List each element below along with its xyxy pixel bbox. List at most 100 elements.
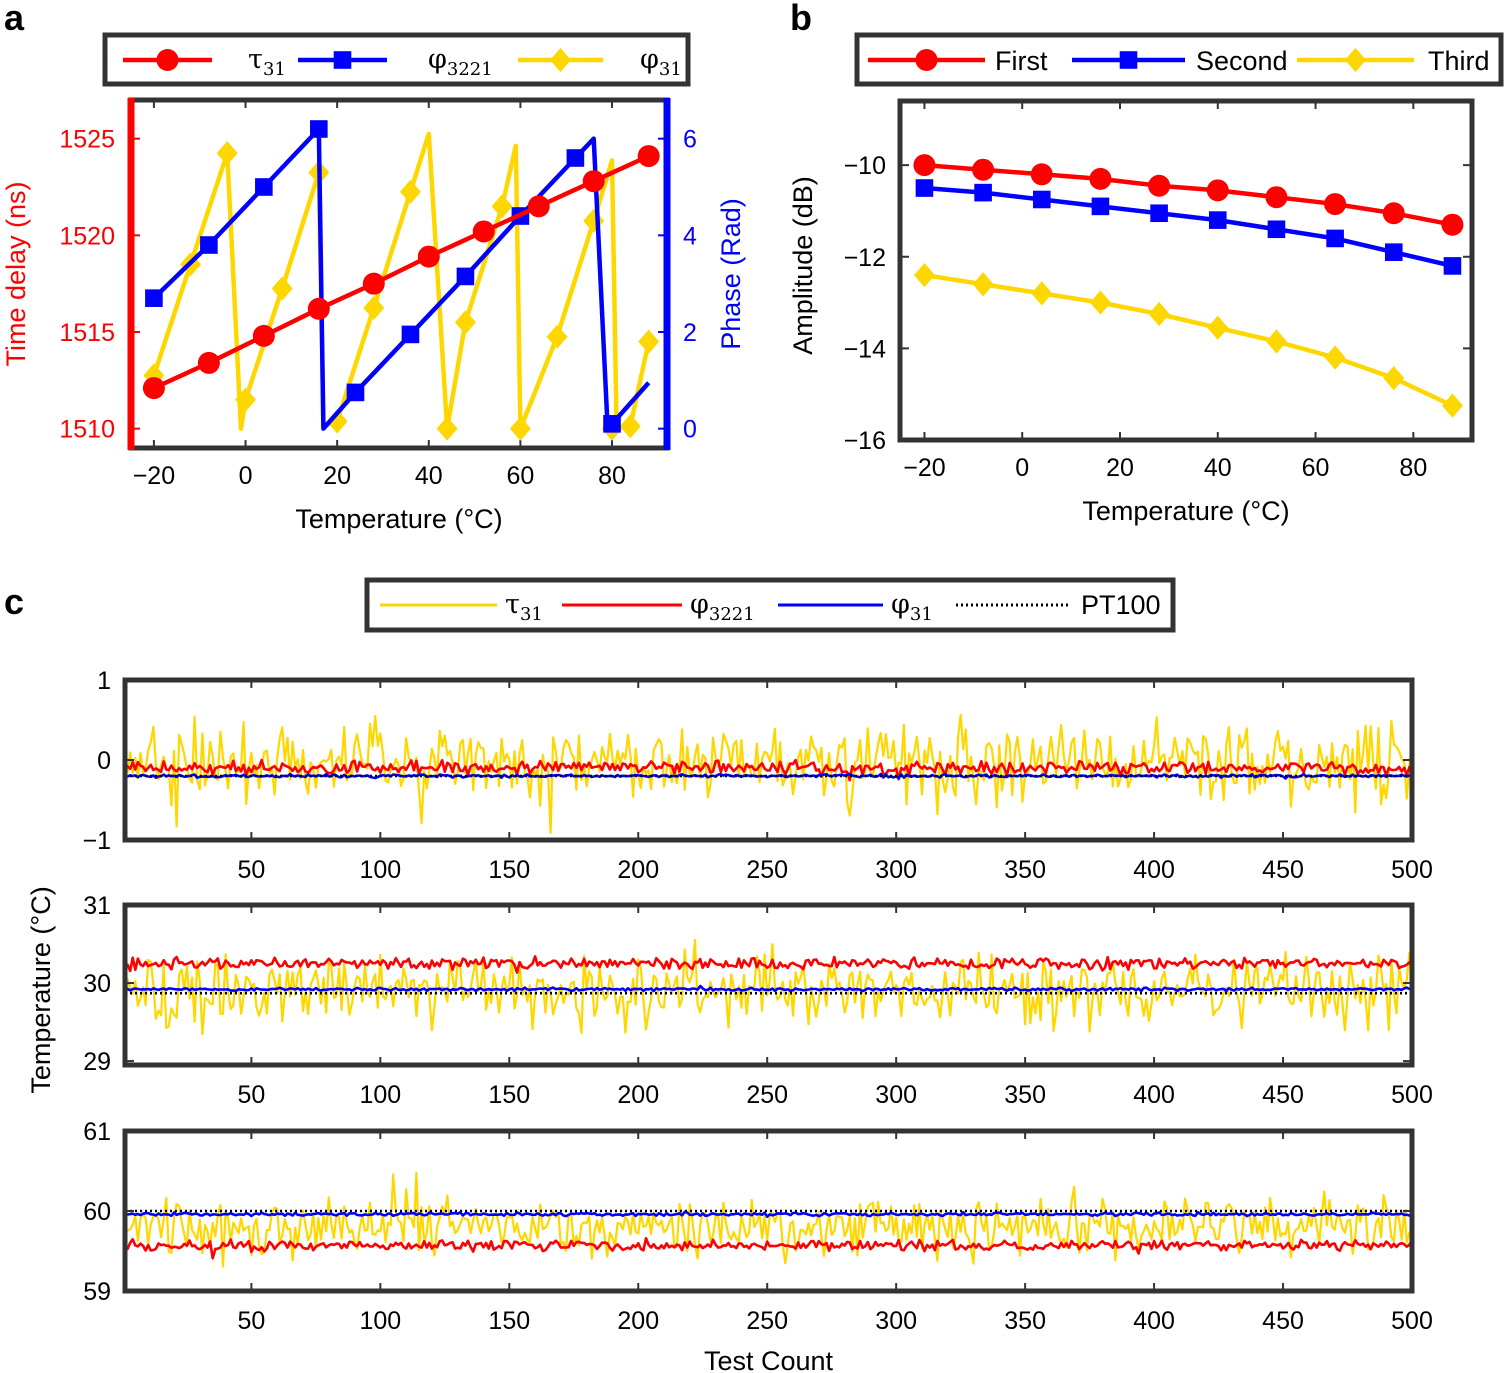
y-right-axis-label-a: Phase (Rad) [716, 198, 746, 350]
data-point-b-0 [1441, 213, 1464, 236]
legend-marker-a [156, 49, 179, 71]
series-line-c-φ3221 [124, 1237, 1414, 1260]
x-tick-label-a: 60 [506, 462, 534, 490]
x-tick-label-b: 40 [1204, 454, 1232, 482]
y-tick-label-b: −14 [844, 335, 887, 363]
series-line-c-φ3221 [123, 955, 1414, 974]
data-point-b-2 [972, 272, 994, 297]
x-tick-label-c: 100 [359, 856, 401, 884]
data-point-a-0 [142, 377, 165, 400]
data-point-b-0 [1265, 186, 1288, 209]
y-axis-label-c: Temperature (°C) [26, 886, 56, 1093]
data-point-a-2 [619, 414, 641, 439]
y-axis-label-b: Amplitude (dB) [788, 176, 818, 355]
legend-a: τ31 φ3221 φ31 [102, 32, 691, 87]
x-axis-label-a: Temperature (°C) [295, 504, 502, 534]
data-point-a-1 [566, 149, 585, 167]
data-point-b-2 [1383, 366, 1405, 391]
x-tick-label-b: 60 [1302, 454, 1330, 482]
data-point-b-0 [972, 158, 995, 181]
series-line-b-2 [924, 272, 1454, 408]
series-line-c-φ31 [124, 772, 1412, 780]
subplot-c-2: 50 100 150 200 250 300 350 400 450 500 31 30 29 [83, 892, 1433, 1109]
x-tick-label-b: 20 [1106, 454, 1134, 482]
data-point-b-2 [1207, 315, 1229, 340]
data-point-b-0 [1030, 163, 1053, 186]
axes-frame-a [128, 97, 670, 451]
data-point-a-2 [454, 310, 476, 335]
data-point-b-1 [1443, 257, 1462, 275]
x-tick-label-c: 450 [1262, 1081, 1304, 1109]
y-left-axis-label-a: Time delay (ns) [1, 181, 31, 366]
x-tick-label-c: 250 [746, 1081, 788, 1109]
legend-marker-b [1119, 51, 1138, 69]
x-tick-label-c: 300 [875, 1307, 917, 1335]
data-point-b-1 [1208, 211, 1227, 229]
data-point-a-2 [235, 387, 256, 412]
y-left-tick-label-a: 1510 [59, 416, 115, 444]
data-point-a-1 [456, 267, 475, 286]
x-tick-label-c: 100 [359, 1307, 401, 1335]
x-axis-label-c: Test Count [704, 1346, 834, 1373]
axes-frame-b [897, 98, 1475, 443]
data-point-b-0 [1382, 202, 1405, 225]
legend-label-a: τ31 [248, 44, 286, 80]
x-tick-label-c: 150 [488, 856, 530, 884]
data-point-b-1 [1326, 229, 1344, 248]
y-left-tick-label-a: 1515 [59, 319, 115, 347]
data-point-b-2 [1265, 329, 1287, 354]
data-point-b-1 [1091, 197, 1110, 216]
legend-label-b: Third [1428, 46, 1490, 76]
data-point-a-0 [527, 195, 550, 218]
x-tick-label-c: 500 [1391, 856, 1433, 884]
series-line-c-φ3221 [123, 758, 1413, 782]
legend-marker-b [1345, 47, 1366, 73]
data-point-b-1 [1032, 190, 1051, 209]
series-line-c-τ31 [124, 713, 1414, 834]
y-tick-label-c: 31 [83, 892, 111, 920]
x-tick-label-b: −20 [903, 454, 945, 482]
x-tick-label-c: 200 [617, 1307, 659, 1335]
x-tick-label-c: 250 [746, 1307, 788, 1335]
y-right-tick-label-a: 0 [683, 416, 697, 444]
series-line-b-1 [924, 185, 1453, 269]
data-point-b-2 [1148, 301, 1170, 327]
data-point-b-1 [974, 183, 992, 202]
x-tick-label-c: 400 [1133, 1081, 1175, 1109]
y-left-tick-label-a: 1525 [59, 126, 115, 154]
y-tick-label-c: −1 [82, 827, 111, 855]
x-tick-label-c: 100 [359, 1081, 401, 1109]
legend-label-b: Second [1196, 46, 1288, 76]
x-tick-label-c: 50 [237, 1081, 265, 1109]
data-point-a-2 [509, 416, 531, 441]
data-point-a-2 [546, 324, 568, 349]
y-left-tick-label-a: 1520 [59, 222, 115, 250]
subplot-c-1: 50 100 150 200 250 300 350 400 450 500 1 0 −1 [82, 667, 1432, 884]
y-right-tick-label-a: 4 [683, 222, 697, 250]
x-tick-label-a: −20 [133, 462, 175, 490]
x-axis-label-b: Temperature (°C) [1082, 496, 1289, 526]
data-point-a-2 [491, 194, 513, 219]
data-point-a-0 [472, 220, 495, 243]
x-tick-label-c: 150 [488, 1081, 530, 1109]
y-tick-label-c: 29 [83, 1048, 111, 1076]
legend-label-c: φ3221 [690, 589, 755, 625]
data-point-a-2 [583, 208, 605, 233]
legend-label-c: φ31 [891, 589, 933, 625]
data-point-b-0 [1148, 174, 1171, 197]
panel-c: c 50 100 150 200 250 300 350 400 450 500 1 0 −1 50 100 1… [4, 577, 1433, 1373]
x-tick-label-c: 50 [237, 856, 265, 884]
data-point-b-0 [1324, 193, 1347, 216]
x-tick-label-a: 20 [323, 462, 351, 490]
legend-label-c: τ31 [505, 589, 543, 625]
x-tick-label-c: 200 [617, 1081, 659, 1109]
series-line-c-φ31 [124, 984, 1413, 993]
y-right-tick-label-a: 6 [683, 126, 697, 154]
x-tick-label-c: 200 [617, 856, 659, 884]
data-point-b-2 [1031, 281, 1053, 306]
data-point-a-0 [417, 245, 440, 268]
data-point-b-1 [915, 179, 934, 197]
axes-frame-c [122, 902, 1415, 1068]
x-tick-label-c: 300 [875, 1081, 917, 1109]
